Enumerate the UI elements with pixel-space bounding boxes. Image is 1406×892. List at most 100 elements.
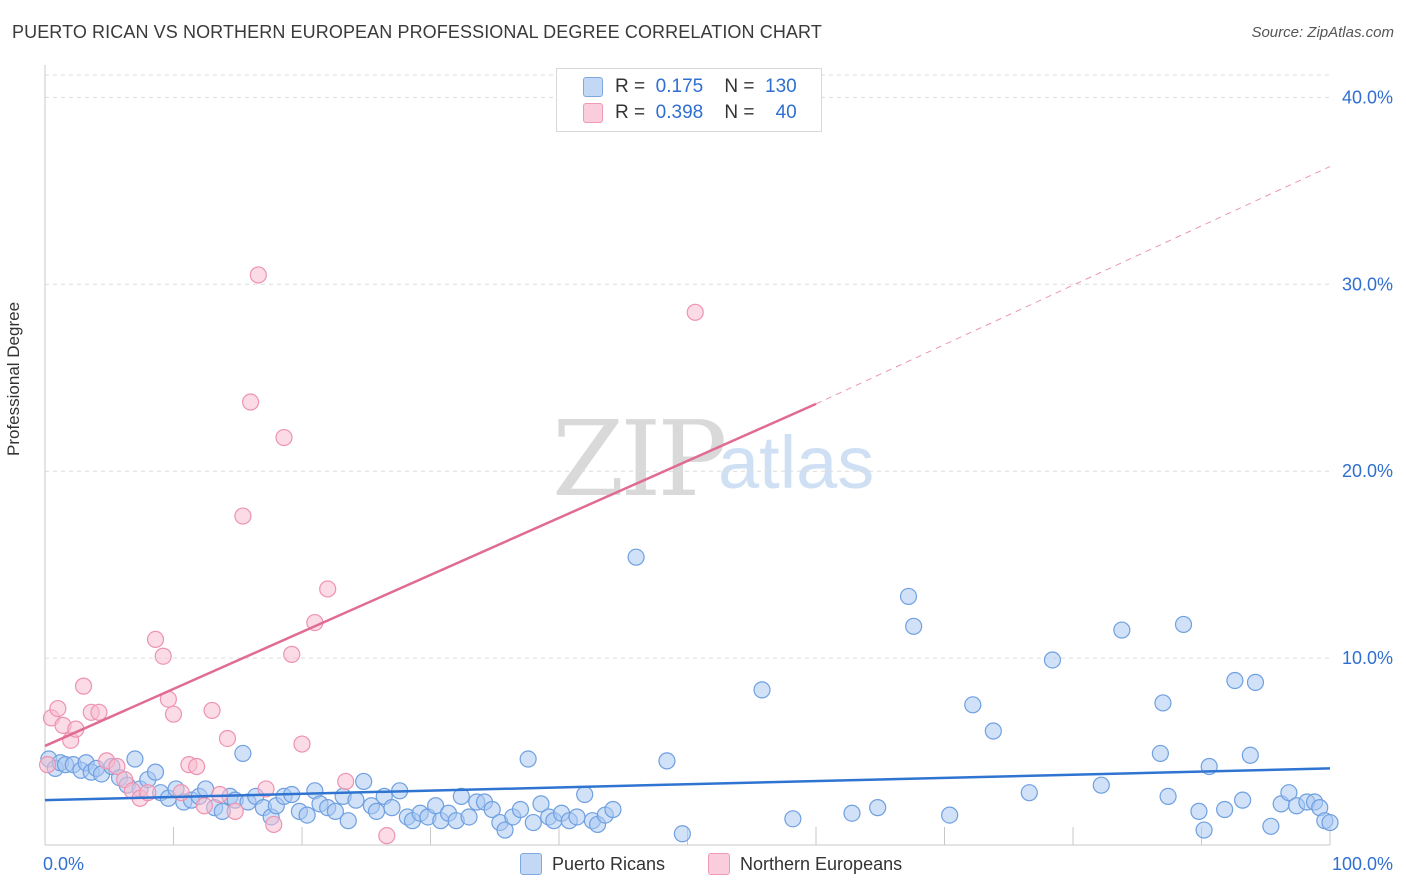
data-point-puerto-ricans [1216, 800, 1234, 819]
data-point-northern-europeans [293, 735, 311, 753]
data-point-puerto-ricans [673, 825, 691, 843]
data-point-puerto-ricans [483, 800, 501, 819]
data-point-puerto-ricans [1321, 813, 1339, 832]
source-credit: Source: ZipAtlas.com [1251, 24, 1394, 41]
bottom-legend-puerto-ricans: Puerto Ricans [520, 852, 665, 876]
data-point-puerto-ricans [843, 804, 861, 822]
data-point-puerto-ricans [1241, 746, 1259, 764]
data-point-puerto-ricans [1092, 776, 1110, 794]
data-point-puerto-ricans [869, 799, 887, 817]
data-point-northern-europeans [164, 705, 183, 723]
data-point-puerto-ricans [524, 813, 542, 832]
y-tick-label: 30.0% [1342, 274, 1393, 294]
data-point-northern-europeans [275, 428, 293, 447]
chart-title: PUERTO RICAN VS NORTHERN EUROPEAN PROFES… [12, 22, 822, 42]
data-point-puerto-ricans [383, 799, 401, 817]
data-point-puerto-ricans [604, 800, 622, 819]
data-point-puerto-ricans [1190, 802, 1208, 820]
data-point-northern-europeans [226, 802, 244, 820]
data-point-puerto-ricans [753, 681, 771, 699]
data-point-puerto-ricans [326, 802, 345, 820]
data-point-northern-europeans [38, 756, 57, 774]
y-tick-label: 20.0% [1342, 461, 1393, 481]
data-point-northern-europeans [49, 699, 67, 718]
legend-row-text: R = 0.398 N = 40 [615, 102, 797, 124]
data-point-puerto-ricans [1195, 821, 1213, 839]
trendline-puerto-ricans [44, 767, 1331, 802]
data-point-puerto-ricans [658, 752, 676, 770]
data-point-puerto-ricans [1154, 694, 1172, 712]
correlation-legend: R = 0.175 N = 130 R = 0.398 N = 40 [556, 68, 822, 132]
data-point-puerto-ricans [126, 750, 144, 768]
data-point-puerto-ricans [899, 587, 918, 606]
data-point-puerto-ricans [234, 744, 252, 763]
legend-label: Northern Europeans [740, 853, 903, 874]
data-point-puerto-ricans [452, 787, 470, 806]
data-point-puerto-ricans [576, 785, 594, 804]
data-point-puerto-ricans [941, 806, 959, 824]
n-value: 40 [775, 102, 797, 123]
n-label: N = [724, 102, 755, 123]
data-point-puerto-ricans [511, 800, 530, 819]
data-point-northern-europeans [172, 784, 190, 802]
data-point-northern-europeans [108, 757, 126, 776]
data-point-puerto-ricans [784, 810, 802, 828]
data-point-puerto-ricans [1151, 744, 1169, 763]
legend-label: Puerto Ricans [552, 853, 666, 874]
data-point-northern-europeans [188, 757, 206, 776]
data-point-puerto-ricans [1043, 651, 1062, 669]
bottom-legend-northern-europeans: Northern Europeans [708, 852, 902, 876]
n-value: 130 [765, 76, 797, 97]
legend-swatch-pink [708, 853, 730, 875]
data-point-northern-europeans [283, 645, 301, 663]
data-point-puerto-ricans [1246, 673, 1265, 691]
data-point-puerto-ricans [519, 750, 537, 768]
data-point-northern-europeans [686, 303, 704, 321]
r-value: 0.398 [655, 102, 704, 123]
data-point-northern-europeans [90, 703, 108, 721]
data-point-northern-europeans [154, 647, 172, 665]
data-point-puerto-ricans [627, 548, 645, 566]
data-point-puerto-ricans [496, 821, 514, 839]
data-point-northern-europeans [257, 780, 275, 798]
data-point-puerto-ricans [1262, 817, 1280, 835]
legend-row-text: R = 0.175 N = 130 [615, 76, 797, 98]
data-point-northern-europeans [242, 393, 260, 411]
y-tick-label: 40.0% [1342, 87, 1393, 107]
data-point-puerto-ricans [1113, 621, 1131, 639]
x-tick-label: 0.0% [43, 854, 84, 874]
data-point-puerto-ricans [427, 797, 445, 815]
data-point-puerto-ricans [905, 617, 923, 635]
data-point-puerto-ricans [347, 791, 365, 809]
data-point-puerto-ricans [568, 808, 586, 826]
data-point-puerto-ricans [367, 802, 386, 820]
data-point-puerto-ricans [460, 808, 478, 826]
data-point-northern-europeans [378, 827, 396, 845]
data-point-puerto-ricans [146, 763, 165, 781]
data-point-puerto-ricans [964, 696, 982, 714]
data-point-puerto-ricans [298, 806, 316, 824]
trendline-extension-northern-europeans [815, 166, 1331, 405]
data-point-puerto-ricans [1020, 784, 1038, 802]
data-point-puerto-ricans [532, 795, 550, 813]
data-point-northern-europeans [218, 729, 237, 748]
data-point-puerto-ricans [1174, 615, 1193, 634]
data-point-northern-europeans [195, 797, 213, 815]
data-point-puerto-ricans [1280, 784, 1298, 802]
data-point-puerto-ricans [1159, 787, 1177, 806]
data-point-puerto-ricans [355, 772, 373, 791]
legend-swatch-pink [583, 103, 603, 123]
data-point-northern-europeans [337, 772, 355, 791]
legend-swatch-blue [583, 77, 603, 97]
n-label: N = [724, 76, 755, 97]
data-point-puerto-ricans [1234, 791, 1252, 809]
legend-swatch-blue [520, 853, 542, 875]
r-value: 0.175 [655, 76, 704, 97]
trendline-northern-europeans [44, 402, 817, 748]
data-point-northern-europeans [146, 630, 165, 649]
data-point-northern-europeans [203, 701, 221, 720]
x-tick-label: 100.0% [1332, 854, 1393, 874]
data-point-puerto-ricans [984, 722, 1002, 740]
data-point-northern-europeans [74, 677, 93, 695]
